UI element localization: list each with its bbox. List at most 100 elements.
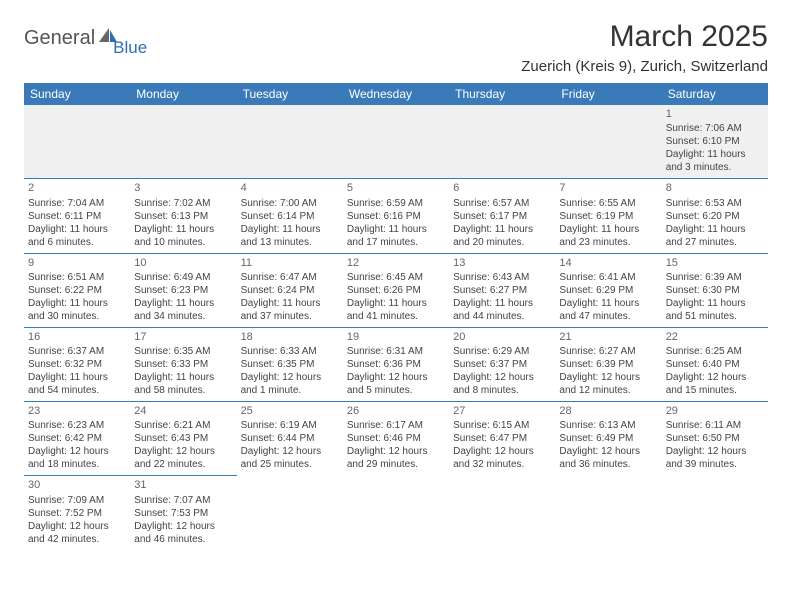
day-header-row: SundayMondayTuesdayWednesdayThursdayFrid…: [24, 83, 768, 105]
daylight-text: Daylight: 11 hours and 41 minutes.: [347, 297, 445, 323]
calendar-empty-cell: [130, 105, 236, 179]
calendar-day-cell: 19Sunrise: 6:31 AMSunset: 6:36 PMDayligh…: [343, 327, 449, 401]
calendar-day-cell: 11Sunrise: 6:47 AMSunset: 6:24 PMDayligh…: [237, 253, 343, 327]
daylight-text: Daylight: 11 hours and 13 minutes.: [241, 223, 339, 249]
day-header: Wednesday: [343, 83, 449, 105]
calendar-empty-cell: [449, 476, 555, 550]
calendar-day-cell: 7Sunrise: 6:55 AMSunset: 6:19 PMDaylight…: [555, 179, 661, 253]
sunrise-text: Sunrise: 6:43 AM: [453, 271, 551, 284]
calendar-week-row: 9Sunrise: 6:51 AMSunset: 6:22 PMDaylight…: [24, 253, 768, 327]
daylight-text: Daylight: 11 hours and 30 minutes.: [28, 297, 126, 323]
daylight-text: Daylight: 11 hours and 10 minutes.: [134, 223, 232, 249]
day-number: 24: [134, 404, 232, 418]
day-number: 10: [134, 256, 232, 270]
calendar-empty-cell: [343, 476, 449, 550]
sunrise-text: Sunrise: 7:04 AM: [28, 197, 126, 210]
day-number: 27: [453, 404, 551, 418]
sunset-text: Sunset: 6:11 PM: [28, 210, 126, 223]
day-number: 17: [134, 330, 232, 344]
calendar-day-cell: 9Sunrise: 6:51 AMSunset: 6:22 PMDaylight…: [24, 253, 130, 327]
day-number: 22: [666, 330, 764, 344]
daylight-text: Daylight: 11 hours and 51 minutes.: [666, 297, 764, 323]
day-header: Thursday: [449, 83, 555, 105]
daylight-text: Daylight: 12 hours and 32 minutes.: [453, 445, 551, 471]
calendar-empty-cell: [449, 105, 555, 179]
calendar-table: SundayMondayTuesdayWednesdayThursdayFrid…: [24, 83, 768, 550]
calendar-day-cell: 15Sunrise: 6:39 AMSunset: 6:30 PMDayligh…: [662, 253, 768, 327]
sunset-text: Sunset: 6:49 PM: [559, 432, 657, 445]
day-header: Saturday: [662, 83, 768, 105]
title-block: March 2025 Zuerich (Kreis 9), Zurich, Sw…: [521, 20, 768, 81]
sunrise-text: Sunrise: 6:23 AM: [28, 419, 126, 432]
daylight-text: Daylight: 12 hours and 18 minutes.: [28, 445, 126, 471]
daylight-text: Daylight: 11 hours and 20 minutes.: [453, 223, 551, 249]
sunset-text: Sunset: 6:46 PM: [347, 432, 445, 445]
calendar-day-cell: 4Sunrise: 7:00 AMSunset: 6:14 PMDaylight…: [237, 179, 343, 253]
calendar-day-cell: 20Sunrise: 6:29 AMSunset: 6:37 PMDayligh…: [449, 327, 555, 401]
daylight-text: Daylight: 12 hours and 8 minutes.: [453, 371, 551, 397]
calendar-day-cell: 1Sunrise: 7:06 AMSunset: 6:10 PMDaylight…: [662, 105, 768, 179]
sunrise-text: Sunrise: 6:39 AM: [666, 271, 764, 284]
sunset-text: Sunset: 6:26 PM: [347, 284, 445, 297]
day-number: 14: [559, 256, 657, 270]
calendar-body: 1Sunrise: 7:06 AMSunset: 6:10 PMDaylight…: [24, 105, 768, 550]
daylight-text: Daylight: 12 hours and 29 minutes.: [347, 445, 445, 471]
sunset-text: Sunset: 6:23 PM: [134, 284, 232, 297]
sunset-text: Sunset: 6:44 PM: [241, 432, 339, 445]
day-number: 21: [559, 330, 657, 344]
daylight-text: Daylight: 12 hours and 25 minutes.: [241, 445, 339, 471]
logo: General Blue: [24, 26, 155, 51]
calendar-week-row: 30Sunrise: 7:09 AMSunset: 7:52 PMDayligh…: [24, 476, 768, 550]
daylight-text: Daylight: 11 hours and 44 minutes.: [453, 297, 551, 323]
day-number: 4: [241, 181, 339, 195]
daylight-text: Daylight: 12 hours and 36 minutes.: [559, 445, 657, 471]
sunrise-text: Sunrise: 6:55 AM: [559, 197, 657, 210]
calendar-day-cell: 29Sunrise: 6:11 AMSunset: 6:50 PMDayligh…: [662, 402, 768, 476]
sunrise-text: Sunrise: 6:13 AM: [559, 419, 657, 432]
day-number: 29: [666, 404, 764, 418]
sunrise-text: Sunrise: 6:49 AM: [134, 271, 232, 284]
calendar-day-cell: 8Sunrise: 6:53 AMSunset: 6:20 PMDaylight…: [662, 179, 768, 253]
calendar-week-row: 16Sunrise: 6:37 AMSunset: 6:32 PMDayligh…: [24, 327, 768, 401]
calendar-day-cell: 28Sunrise: 6:13 AMSunset: 6:49 PMDayligh…: [555, 402, 661, 476]
calendar-empty-cell: [237, 476, 343, 550]
header: General Blue March 2025 Zuerich (Kreis 9…: [24, 20, 768, 81]
sunset-text: Sunset: 6:36 PM: [347, 358, 445, 371]
sunset-text: Sunset: 6:30 PM: [666, 284, 764, 297]
sunset-text: Sunset: 6:14 PM: [241, 210, 339, 223]
calendar-day-cell: 3Sunrise: 7:02 AMSunset: 6:13 PMDaylight…: [130, 179, 236, 253]
day-header: Sunday: [24, 83, 130, 105]
sunset-text: Sunset: 6:32 PM: [28, 358, 126, 371]
calendar-week-row: 23Sunrise: 6:23 AMSunset: 6:42 PMDayligh…: [24, 402, 768, 476]
calendar-day-cell: 5Sunrise: 6:59 AMSunset: 6:16 PMDaylight…: [343, 179, 449, 253]
calendar-day-cell: 18Sunrise: 6:33 AMSunset: 6:35 PMDayligh…: [237, 327, 343, 401]
sunset-text: Sunset: 7:52 PM: [28, 507, 126, 520]
calendar-day-cell: 16Sunrise: 6:37 AMSunset: 6:32 PMDayligh…: [24, 327, 130, 401]
day-number: 28: [559, 404, 657, 418]
sunrise-text: Sunrise: 6:45 AM: [347, 271, 445, 284]
calendar-empty-cell: [555, 476, 661, 550]
sunrise-text: Sunrise: 6:51 AM: [28, 271, 126, 284]
daylight-text: Daylight: 12 hours and 22 minutes.: [134, 445, 232, 471]
sunset-text: Sunset: 6:35 PM: [241, 358, 339, 371]
daylight-text: Daylight: 11 hours and 27 minutes.: [666, 223, 764, 249]
sunrise-text: Sunrise: 6:33 AM: [241, 345, 339, 358]
sunset-text: Sunset: 6:27 PM: [453, 284, 551, 297]
daylight-text: Daylight: 11 hours and 23 minutes.: [559, 223, 657, 249]
sunset-text: Sunset: 6:13 PM: [134, 210, 232, 223]
calendar-day-cell: 10Sunrise: 6:49 AMSunset: 6:23 PMDayligh…: [130, 253, 236, 327]
calendar-empty-cell: [343, 105, 449, 179]
day-header: Friday: [555, 83, 661, 105]
sunset-text: Sunset: 6:24 PM: [241, 284, 339, 297]
day-number: 9: [28, 256, 126, 270]
calendar-day-cell: 2Sunrise: 7:04 AMSunset: 6:11 PMDaylight…: [24, 179, 130, 253]
sunrise-text: Sunrise: 6:35 AM: [134, 345, 232, 358]
sunrise-text: Sunrise: 6:59 AM: [347, 197, 445, 210]
sunrise-text: Sunrise: 6:31 AM: [347, 345, 445, 358]
location-text: Zuerich (Kreis 9), Zurich, Switzerland: [521, 58, 768, 75]
sunset-text: Sunset: 6:43 PM: [134, 432, 232, 445]
day-number: 13: [453, 256, 551, 270]
sunset-text: Sunset: 6:19 PM: [559, 210, 657, 223]
daylight-text: Daylight: 12 hours and 5 minutes.: [347, 371, 445, 397]
day-number: 31: [134, 478, 232, 492]
